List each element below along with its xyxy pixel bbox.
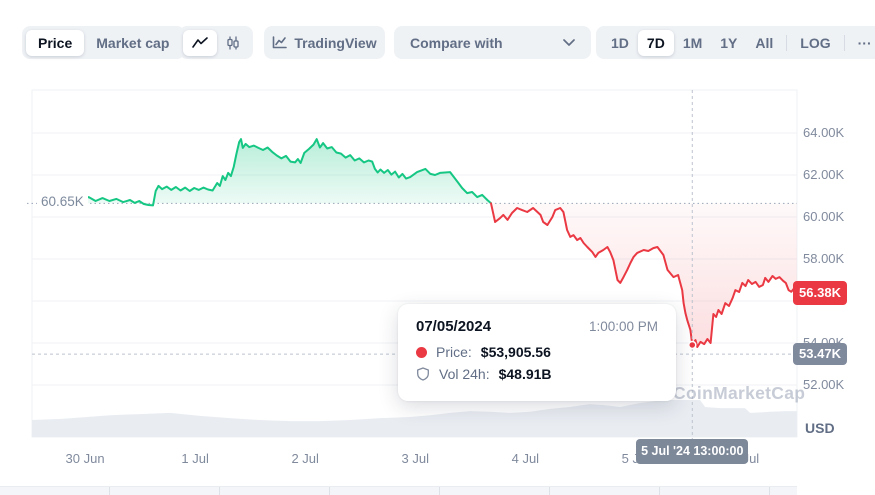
chart-type-toggle (179, 26, 253, 59)
crosshair-date-badge: 5 Jul '24 13:00:00 (636, 439, 749, 464)
line-chart-icon (192, 36, 208, 48)
divider (786, 34, 788, 51)
x-axis-label: 4 Jul (511, 451, 540, 466)
compare-with-label: Compare with (410, 34, 503, 51)
x-axis-label: 1 Jul (181, 451, 209, 466)
y-axis-label: 62.00K (803, 167, 845, 182)
axis-unit-label: USD (805, 420, 835, 436)
chart-tooltip: 07/05/2024 1:00:00 PM Price: $53,905.56 … (398, 304, 676, 401)
range-1m[interactable]: 1M (674, 30, 711, 56)
tooltip-vol-label: Vol 24h: (439, 366, 490, 382)
baseline-price-label: 60.65K (37, 193, 88, 211)
last-price-badge: 56.38K (793, 281, 847, 306)
log-scale-button[interactable]: LOG (791, 30, 839, 56)
chevron-down-icon (563, 39, 575, 46)
y-axis-label: 52.00K (803, 377, 845, 392)
coinmarketcap-watermark: CoinMarketCap (673, 383, 806, 403)
range-navigator[interactable] (0, 486, 797, 495)
x-axis-label: 3 Jul (401, 451, 429, 466)
chart-toolbar: Price Market cap (0, 0, 875, 88)
y-axis-label: 60.00K (803, 209, 845, 224)
shield-icon (417, 367, 429, 381)
more-options-button[interactable]: ··· (849, 30, 875, 56)
range-7d[interactable]: 7D (637, 29, 674, 56)
x-axis-label: 2 Jul (291, 451, 319, 466)
crosshair-price-badge: 53.47K (793, 343, 847, 366)
price-tab[interactable]: Price (26, 29, 85, 56)
tooltip-price-label: Price: (436, 344, 472, 360)
line-chart-type-button[interactable] (183, 29, 217, 56)
price-dot-icon (416, 346, 427, 358)
candlestick-icon (227, 36, 239, 49)
x-axis-label: 30 Jun (65, 451, 105, 466)
market-cap-tab[interactable]: Market cap (84, 30, 181, 56)
tooltip-price-value: $53,905.56 (480, 344, 551, 360)
tooltip-time: 1:00:00 PM (588, 319, 658, 334)
tooltip-vol-value: $48.91B (498, 366, 552, 382)
range-selector: 1D 7D 1M 1Y All LOG ··· (596, 26, 875, 59)
metric-toggle: Price Market cap (22, 26, 186, 59)
divider (843, 34, 845, 51)
compare-with-dropdown[interactable]: Compare with (394, 26, 591, 59)
tradingview-button[interactable]: TradingView (264, 26, 385, 59)
tooltip-date: 07/05/2024 (416, 318, 492, 335)
y-axis-label: 64.00K (803, 125, 845, 140)
range-1d[interactable]: 1D (602, 30, 638, 56)
y-axis-label: 58.00K (803, 251, 845, 266)
candlestick-chart-type-button[interactable] (217, 30, 249, 56)
range-1y[interactable]: 1Y (711, 30, 746, 56)
tradingview-label: TradingView (294, 34, 377, 51)
tradingview-icon (273, 36, 288, 49)
range-all[interactable]: All (746, 30, 782, 56)
